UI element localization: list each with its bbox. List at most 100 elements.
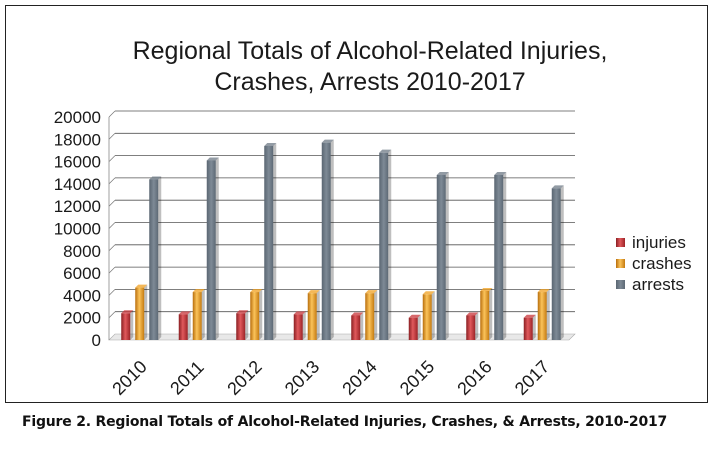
y-tick-label: 2000 [63, 309, 101, 328]
bar-side-injuries-2017 [532, 314, 536, 340]
bar-crashes-2015 [422, 294, 432, 340]
bar-side-injuries-2014 [360, 312, 364, 340]
bar-top-arrests-2013 [321, 139, 334, 143]
bar-top-injuries-2016 [466, 312, 479, 316]
bar-injuries-2010 [121, 313, 131, 340]
bar-chart: Regional Totals of Alcohol-Related Injur… [54, 37, 692, 399]
legend-swatch-crashes [616, 259, 625, 268]
bar-top-arrests-2011 [206, 157, 219, 161]
x-tick-label: 2012 [223, 357, 265, 399]
gridline-depth [108, 110, 116, 118]
x-tick-label: 2017 [511, 357, 553, 399]
bar-side-crashes-2010 [144, 284, 148, 340]
bar-top-injuries-2014 [351, 312, 364, 316]
bar-crashes-2012 [250, 292, 260, 340]
bar-top-injuries-2010 [121, 310, 134, 314]
gridline-depth [108, 266, 116, 274]
legend-label-injuries: injuries [632, 233, 686, 252]
bar-arrests-2014 [379, 152, 389, 340]
bar-arrests-2015 [436, 174, 446, 340]
bar-side-arrests-2016 [503, 171, 507, 340]
chart-title-line-2: Crashes, Arrests 2010-2017 [214, 68, 525, 96]
y-tick-label: 12000 [54, 197, 101, 216]
bar-top-arrests-2016 [494, 171, 507, 175]
bar-top-crashes-2016 [480, 287, 493, 291]
bar-side-injuries-2011 [187, 311, 191, 340]
y-tick-label: 20000 [54, 108, 101, 127]
y-tick-label: 8000 [63, 242, 101, 261]
bar-side-arrests-2017 [560, 185, 564, 340]
bar-injuries-2017 [523, 317, 533, 340]
y-tick-label: 4000 [63, 286, 101, 305]
bar-top-injuries-2012 [236, 310, 249, 314]
bar-side-crashes-2011 [201, 289, 205, 340]
bar-arrests-2016 [494, 174, 504, 340]
bar-arrests-2017 [551, 188, 561, 340]
bar-injuries-2015 [408, 317, 418, 340]
gridline-depth [108, 222, 116, 229]
x-tick-label: 2016 [453, 357, 495, 399]
x-tick-label: 2011 [166, 357, 208, 399]
bar-top-arrests-2012 [264, 142, 277, 146]
bar-top-crashes-2011 [192, 289, 205, 293]
bar-top-crashes-2013 [307, 290, 320, 294]
bar-crashes-2011 [192, 292, 202, 340]
bar-arrests-2013 [321, 142, 331, 340]
x-tick-label: 2010 [108, 357, 150, 399]
y-tick-label: 18000 [54, 130, 101, 149]
legend-label-arrests: arrests [632, 275, 684, 294]
bar-side-injuries-2012 [245, 310, 249, 340]
bar-side-crashes-2017 [546, 289, 550, 340]
bar-top-arrests-2010 [149, 176, 162, 180]
bar-top-crashes-2015 [422, 291, 435, 295]
bar-crashes-2016 [480, 290, 490, 340]
bar-arrests-2010 [149, 179, 159, 340]
chart-title-line-1: Regional Totals of Alcohol-Related Injur… [133, 37, 608, 65]
bar-crashes-2017 [537, 292, 547, 340]
bar-side-injuries-2010 [130, 310, 134, 340]
bar-injuries-2012 [236, 313, 246, 340]
legend-swatch-injuries [616, 238, 625, 247]
bar-crashes-2010 [135, 287, 145, 340]
bar-side-crashes-2015 [431, 291, 435, 340]
bar-injuries-2011 [178, 314, 188, 340]
x-tick-label: 2013 [281, 357, 323, 399]
bar-top-injuries-2011 [178, 311, 191, 315]
x-tick-label: 2015 [396, 357, 438, 399]
gridline-depth [108, 244, 116, 252]
bar-side-injuries-2015 [417, 314, 421, 340]
bar-top-injuries-2017 [523, 314, 536, 318]
legend-swatch-arrests [616, 280, 625, 289]
bar-arrests-2011 [206, 160, 216, 340]
bar-crashes-2013 [307, 293, 317, 340]
bar-top-crashes-2014 [365, 290, 378, 294]
bar-side-arrests-2015 [445, 171, 449, 340]
y-tick-label: 16000 [54, 153, 101, 172]
bar-side-crashes-2012 [259, 289, 263, 340]
y-tick-label: 0 [92, 331, 101, 350]
legend-label-crashes: crashes [632, 254, 692, 273]
bar-injuries-2013 [293, 314, 303, 340]
bar-side-crashes-2014 [374, 290, 378, 340]
bar-side-arrests-2011 [215, 157, 219, 340]
gridline-depth [108, 177, 116, 185]
chart-frame: Regional Totals of Alcohol-Related Injur… [5, 5, 708, 403]
gridline-depth [108, 289, 116, 296]
y-tick-label: 14000 [54, 175, 101, 194]
bar-top-crashes-2010 [135, 284, 148, 288]
bar-side-arrests-2013 [330, 139, 334, 340]
y-tick-label: 6000 [63, 264, 101, 283]
bar-injuries-2016 [466, 315, 476, 340]
bar-top-injuries-2015 [408, 314, 421, 318]
bar-crashes-2014 [365, 293, 375, 340]
bar-top-arrests-2014 [379, 149, 392, 153]
gridline-depth [108, 155, 116, 162]
bar-side-injuries-2013 [302, 311, 306, 340]
bar-arrests-2012 [264, 145, 274, 340]
bar-side-crashes-2013 [316, 290, 320, 340]
bar-side-arrests-2010 [158, 176, 162, 340]
bar-side-arrests-2014 [388, 149, 392, 340]
bar-top-crashes-2017 [537, 289, 550, 293]
bar-top-arrests-2017 [551, 185, 564, 189]
bar-top-crashes-2012 [250, 289, 263, 293]
